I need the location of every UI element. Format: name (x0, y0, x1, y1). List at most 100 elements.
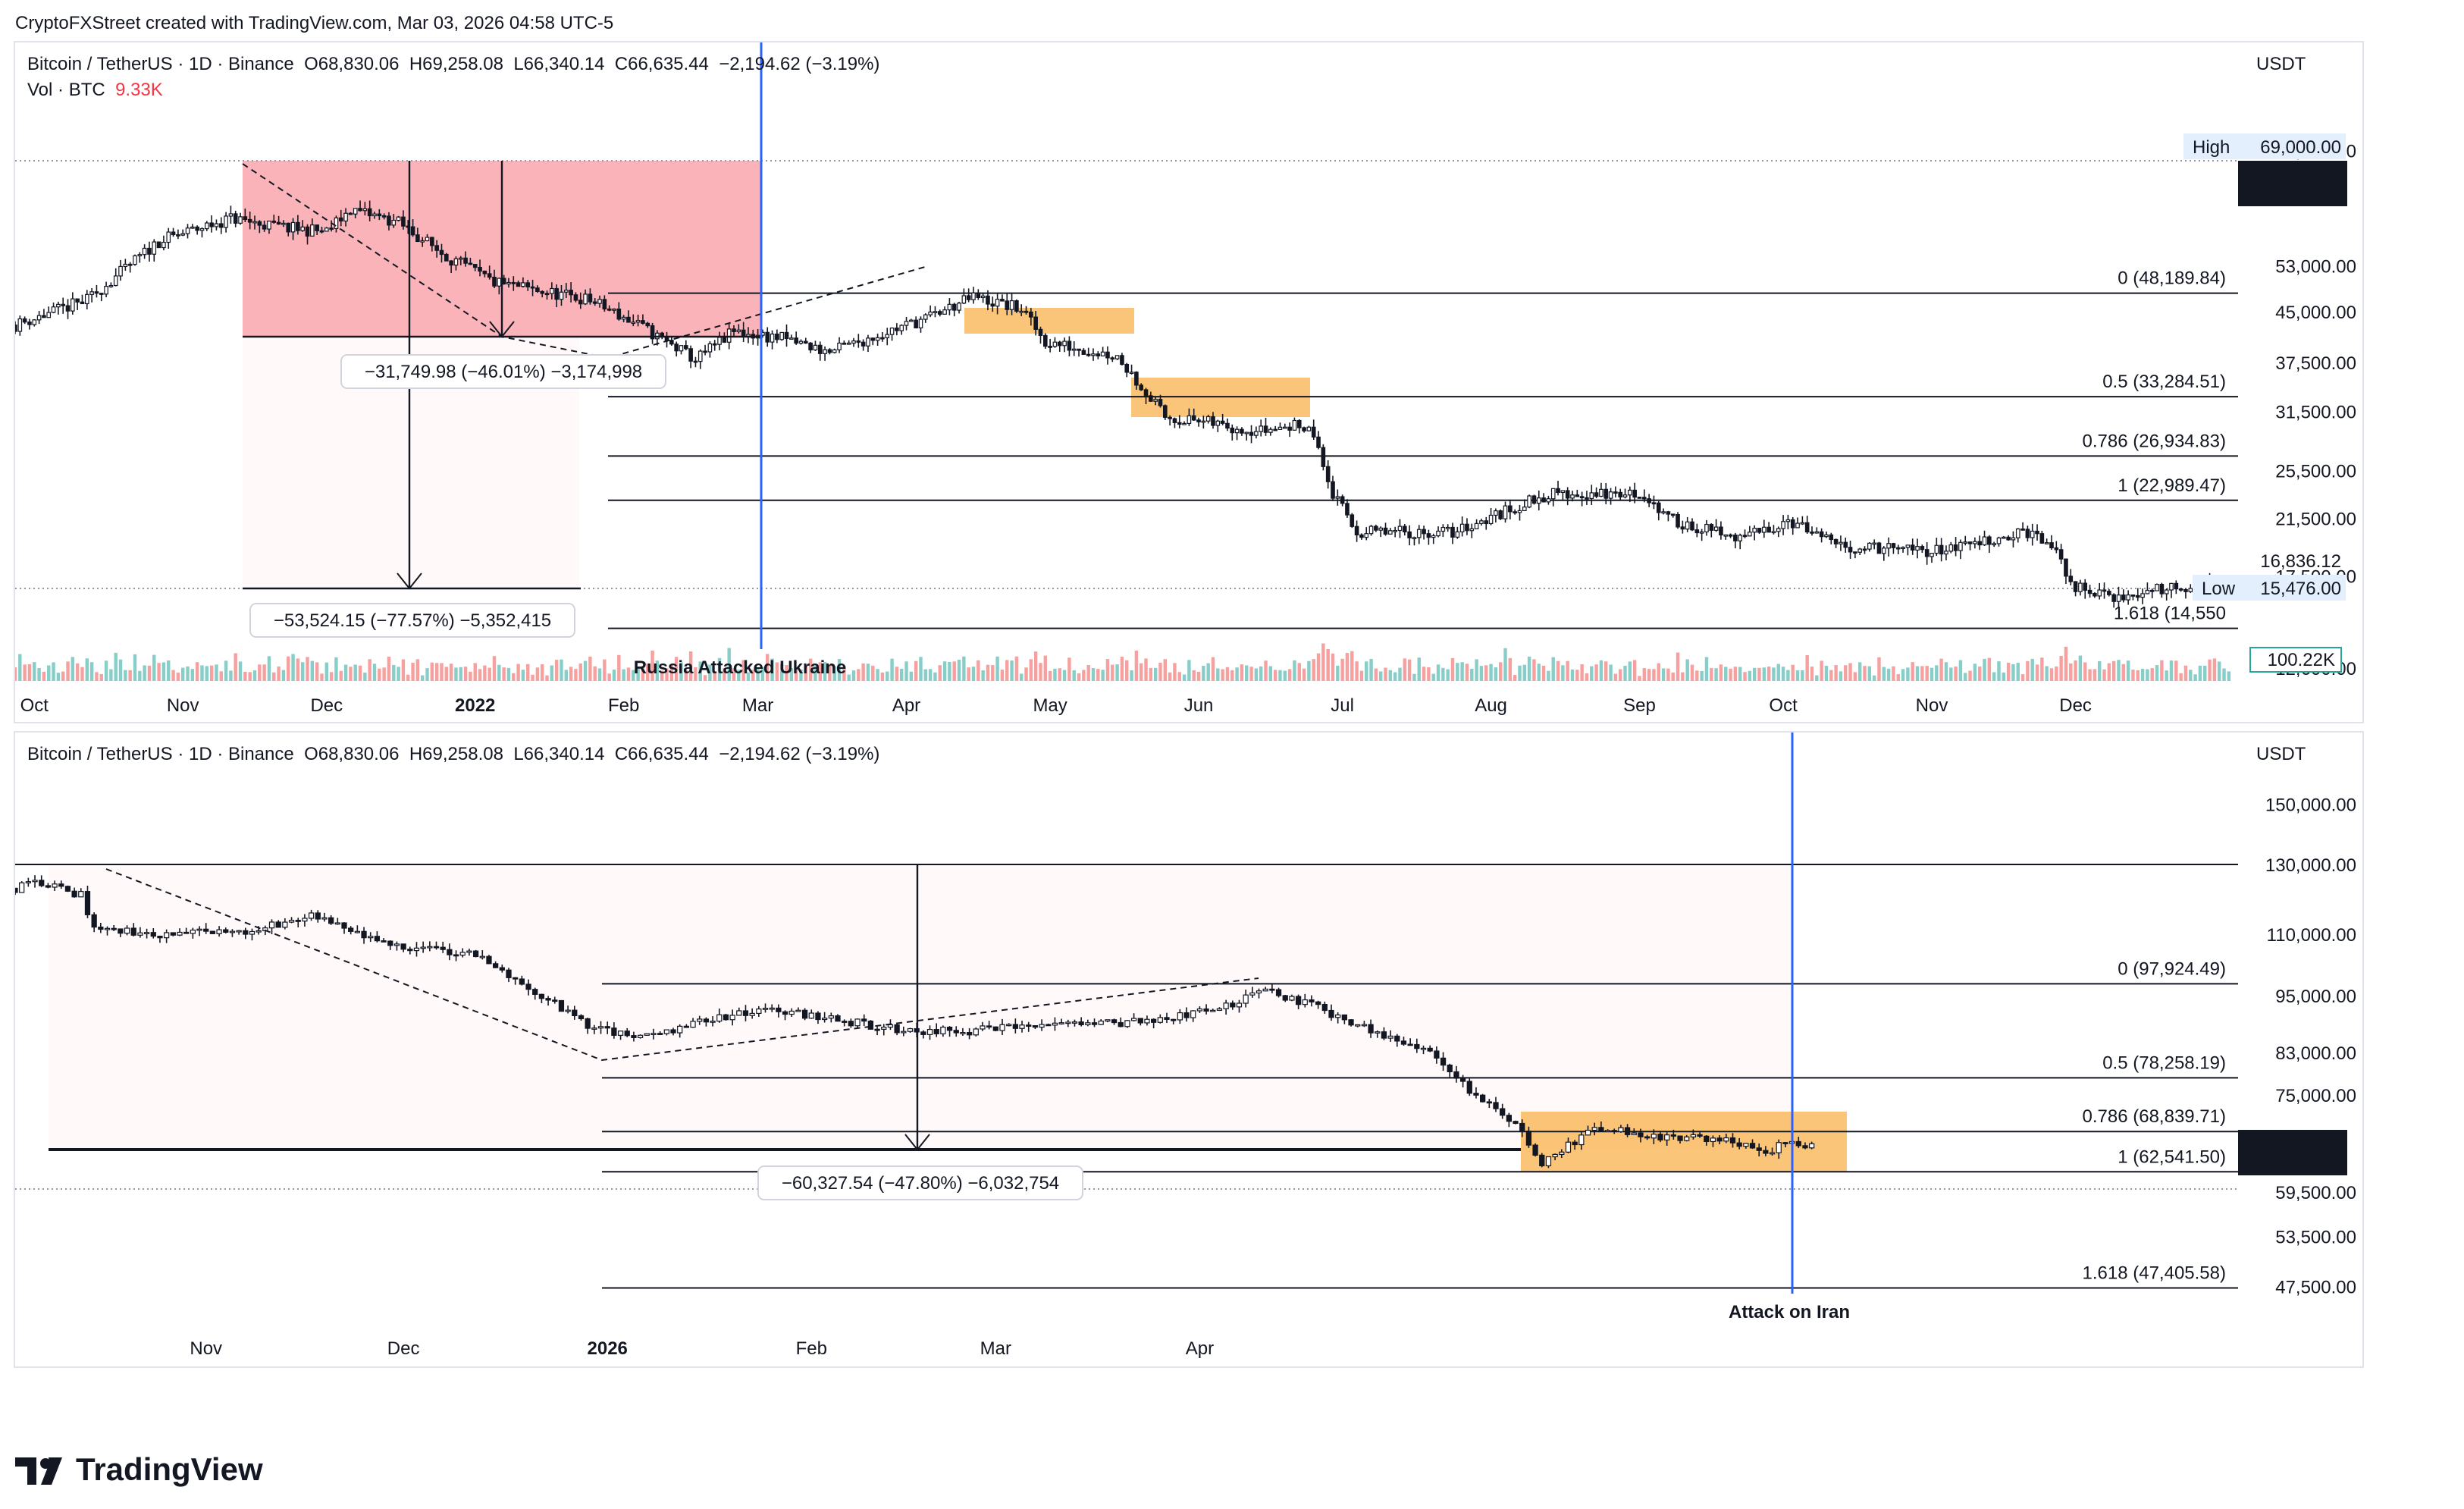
candle-body (848, 1021, 854, 1027)
candle-body (1585, 1129, 1591, 1136)
volume-bar (746, 672, 751, 681)
high-tag: High (2193, 137, 2230, 158)
candle-body (1223, 1002, 1229, 1009)
candle-body (1466, 1081, 1472, 1094)
volume-bar (1293, 660, 1296, 681)
chart-pane-bottom[interactable]: 150,000.00 130,000.00 110,000.00 95,000.00 8… (14, 731, 2364, 1368)
volume-bar (1954, 666, 1958, 681)
volume-bar (766, 654, 770, 681)
candle-body (1704, 523, 1709, 533)
candle-body (1680, 526, 1685, 530)
volume-bar (449, 664, 453, 681)
volume-bar (114, 652, 118, 681)
candle-body (499, 967, 505, 971)
y-tick-label: 95,000.00 (2275, 987, 2356, 1007)
volume-bar (1072, 670, 1076, 681)
candle-body (866, 337, 870, 347)
volume-bar (1997, 661, 2001, 681)
candle-body (1819, 531, 1824, 538)
candle-body (243, 216, 248, 221)
candle-body (1585, 497, 1589, 500)
candle-body (302, 918, 308, 922)
candle-body (679, 345, 684, 352)
legend-low: L66,340.14 (513, 743, 605, 764)
volume-bar (694, 667, 698, 681)
volume-bar (1613, 673, 1618, 681)
candle-body (1915, 546, 1920, 551)
candle-body (1839, 541, 1843, 544)
chart-bottom-svg[interactable]: 150,000.00 130,000.00 110,000.00 95,000.00 8… (15, 733, 2362, 1366)
volume-bar (991, 665, 995, 681)
candle-body (170, 932, 176, 936)
candle-body (257, 221, 262, 226)
candle-body (1618, 1127, 1624, 1132)
candle-body (2083, 582, 2088, 591)
volume-bar (1710, 667, 1713, 681)
candle-body (2111, 594, 2116, 602)
volume-bar (124, 670, 127, 681)
volume-bar (770, 658, 774, 681)
volume-bar (1757, 667, 1761, 681)
candle-body (17, 318, 23, 332)
candle-body (1000, 299, 1005, 302)
volume-bar (1733, 667, 1738, 681)
volume-bar (1249, 667, 1253, 681)
chart-pane-top[interactable]: 80,000.0053,000.0045,000.0037,500.0031,5… (14, 41, 2364, 723)
candle-body (374, 936, 381, 942)
candle-body (1436, 530, 1440, 537)
candle-body (71, 298, 75, 312)
candle-body (1802, 1145, 1808, 1149)
candle-body (1292, 419, 1297, 431)
candle-body (472, 264, 478, 268)
candle-body (1565, 490, 1570, 499)
trend-dashed-line (105, 868, 1259, 1062)
volume-bar (1886, 668, 1891, 681)
candle-body (1321, 1003, 1328, 1012)
last-price-tag: 66,635.44 (2260, 1132, 2341, 1153)
volume-bar (1446, 669, 1450, 681)
candle-body (479, 955, 485, 958)
tradingview-logo[interactable]: TradingView (15, 1453, 263, 1489)
volume-bar (1235, 667, 1239, 681)
candle-body (271, 220, 277, 223)
candle-body (828, 1015, 834, 1019)
candle-body (784, 331, 789, 340)
volume-bar (895, 667, 899, 681)
candle-body (1973, 541, 1977, 544)
candle-body (1006, 1024, 1012, 1027)
candle-body (1026, 1024, 1032, 1027)
candle-body (1611, 1130, 1617, 1132)
countdown-tag: 14:01:19 (2265, 1152, 2335, 1172)
chart-top-svg[interactable]: 80,000.0053,000.0045,000.0037,500.0031,5… (15, 42, 2362, 722)
drawdown-projection (49, 864, 1792, 1150)
x-tick-label: 2026 (588, 1338, 628, 1359)
volume-bar (478, 669, 482, 681)
volume-bar (234, 653, 237, 681)
candle-body (1559, 1151, 1565, 1155)
candle-body (177, 931, 183, 936)
volume-bar (1503, 648, 1507, 681)
candle-body (1009, 300, 1014, 310)
candle-body (78, 891, 84, 898)
candle-body (2159, 584, 2165, 595)
candle-body (1743, 1143, 1749, 1147)
ghost-price-tag: 16,836.12 (2260, 551, 2341, 572)
volume-bar (1192, 670, 1196, 681)
volume-bar (2227, 671, 2231, 681)
volume-bar (813, 665, 817, 681)
candle-body (1345, 503, 1350, 516)
candle-body (2126, 594, 2130, 601)
candle-body (1042, 334, 1048, 347)
volume-bar (948, 661, 951, 681)
candle-body (563, 290, 569, 293)
candle-body (854, 1018, 861, 1027)
candle-body (1857, 548, 1863, 553)
candle-body (354, 930, 360, 933)
candle-body (1230, 1002, 1236, 1008)
candle-body (1077, 348, 1081, 351)
candle-body (1282, 426, 1287, 429)
candle-body (1545, 1156, 1552, 1166)
volume-label: Vol · BTC (27, 79, 105, 100)
candle-body (697, 1018, 703, 1022)
candle-body (36, 315, 42, 321)
